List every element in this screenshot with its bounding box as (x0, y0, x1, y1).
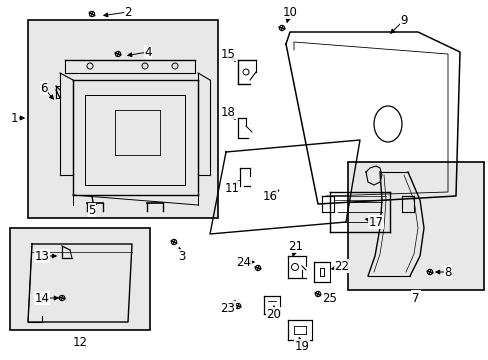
Text: 25: 25 (322, 292, 337, 305)
Text: 20: 20 (266, 307, 281, 320)
Text: 13: 13 (35, 249, 49, 262)
Text: 11: 11 (224, 181, 239, 194)
Text: 4: 4 (144, 45, 151, 58)
Text: 7: 7 (411, 292, 419, 305)
Text: 2: 2 (124, 5, 131, 18)
Text: 16: 16 (262, 189, 277, 202)
Text: 23: 23 (220, 302, 235, 315)
Text: 8: 8 (444, 266, 451, 279)
Text: 22: 22 (334, 260, 349, 273)
Text: 21: 21 (288, 239, 303, 252)
Text: 6: 6 (40, 81, 48, 94)
Text: 5: 5 (88, 203, 96, 216)
Text: 9: 9 (400, 13, 407, 27)
Text: 12: 12 (72, 336, 87, 348)
Text: 15: 15 (220, 48, 235, 60)
Text: 10: 10 (282, 5, 297, 18)
Text: 17: 17 (368, 216, 383, 229)
Text: 18: 18 (220, 105, 235, 118)
Bar (347, 162, 483, 290)
Text: 1: 1 (10, 112, 18, 125)
Text: 14: 14 (35, 292, 49, 305)
Text: 19: 19 (294, 339, 309, 352)
Text: 3: 3 (178, 249, 185, 262)
Text: 24: 24 (236, 256, 251, 269)
Bar (10, 228, 150, 330)
Bar (28, 20, 218, 218)
Text: 1: 1 (10, 112, 18, 125)
